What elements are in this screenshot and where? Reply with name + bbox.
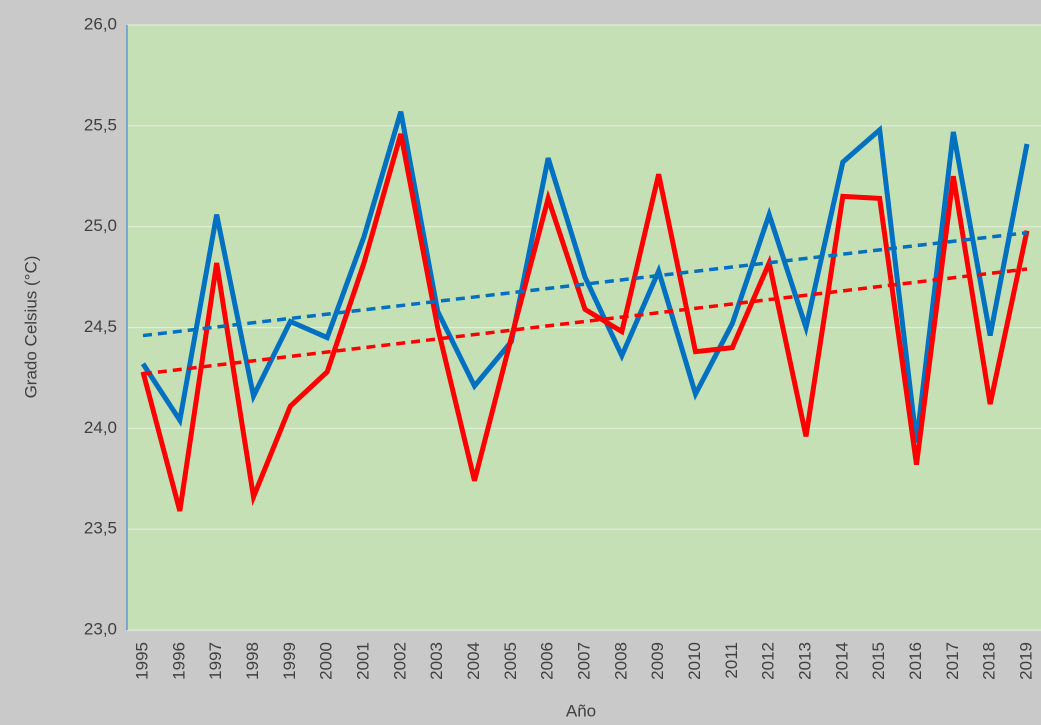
x-tick-label: 1999 — [280, 642, 299, 680]
x-tick-label: 2011 — [722, 642, 741, 679]
y-tick-label: 25,5 — [84, 115, 117, 134]
x-tick-label: 2010 — [685, 642, 704, 680]
x-tick-label: 1995 — [132, 642, 151, 680]
x-tick-label: 2005 — [501, 642, 520, 680]
line-series — [140, 133, 1030, 512]
y-tick-label: 23,5 — [84, 519, 117, 538]
x-tick-label: 2006 — [538, 642, 557, 680]
y-tick-label: 24,5 — [84, 317, 117, 336]
line-series — [140, 111, 1030, 443]
y-tick-label: 25,0 — [84, 216, 117, 235]
x-tick-label: 2008 — [611, 642, 630, 680]
x-tick-label: 2009 — [648, 642, 667, 680]
x-tick-label: 2016 — [906, 642, 925, 680]
y-tick-label: 24,0 — [84, 418, 117, 437]
x-tick-label: 2012 — [759, 642, 778, 680]
x-tick-label: 2013 — [795, 642, 814, 680]
x-tick-label: 2015 — [869, 642, 888, 680]
x-tick-label: 2018 — [980, 642, 999, 680]
x-tick-label: 1996 — [169, 642, 188, 680]
x-tick-label: 2019 — [1016, 642, 1035, 680]
x-axis-title: Año — [566, 701, 596, 720]
y-tick-label: 23,0 — [84, 619, 117, 638]
x-tick-label: 1997 — [206, 642, 225, 680]
x-tick-label: 2007 — [574, 642, 593, 680]
x-tick-label: 2003 — [427, 642, 446, 680]
trend-line — [142, 230, 1028, 338]
y-tick-label: 26,0 — [84, 14, 117, 33]
trend-line — [142, 267, 1028, 376]
x-tick-label: 2000 — [317, 642, 336, 680]
x-tick-label: 2001 — [353, 642, 372, 680]
y-axis-title: Grado Celsius (°C) — [21, 256, 40, 399]
x-tick-label: 2017 — [943, 642, 962, 680]
x-tick-label: 1998 — [243, 642, 262, 680]
x-tick-label: 2002 — [390, 642, 409, 680]
x-tick-label: 2004 — [464, 642, 483, 680]
x-tick-label: 2014 — [832, 642, 851, 680]
